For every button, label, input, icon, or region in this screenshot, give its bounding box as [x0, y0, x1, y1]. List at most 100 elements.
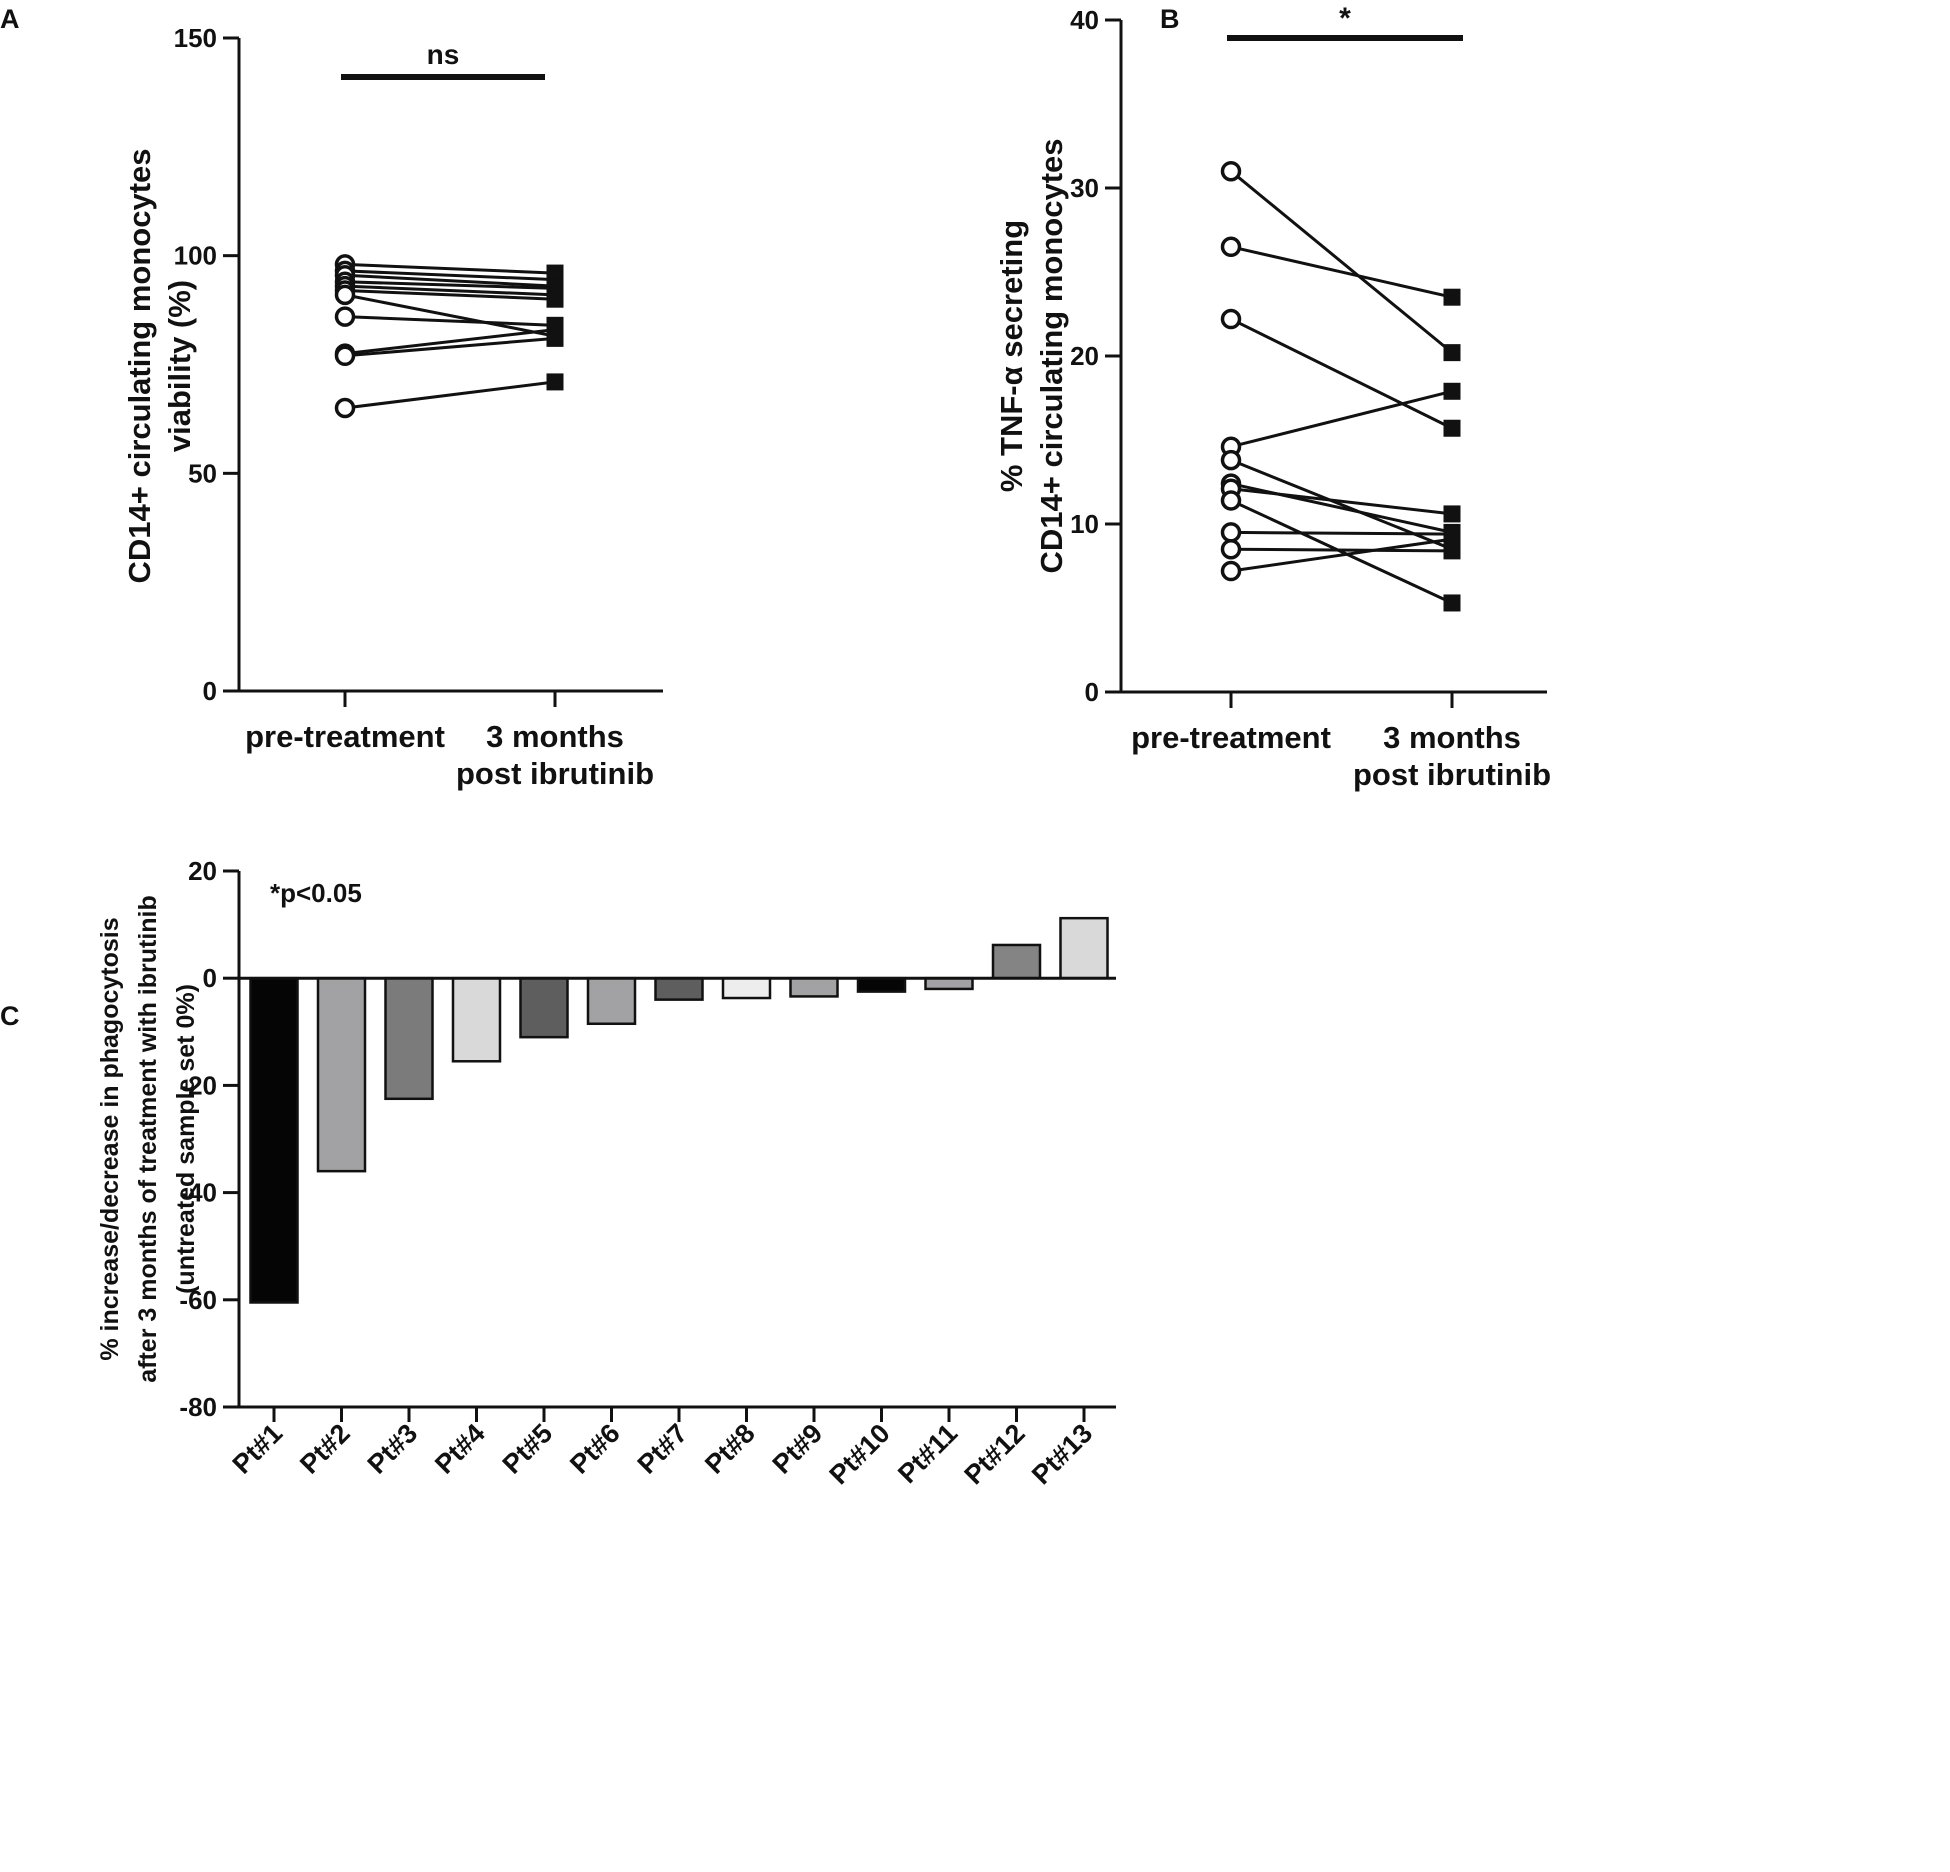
- panel-b-post-point: [1443, 419, 1461, 437]
- panel-c-x-tick-label: Pt#4: [429, 1418, 491, 1480]
- panel-b-chart: 0 10 20 30 40 pre-treatment 3 months post ibrut…: [994, 2, 1551, 792]
- panel-b-letter: B: [1160, 4, 1180, 34]
- panel-c-x-tick-label: Pt#7: [632, 1418, 694, 1480]
- panel-b-pair-line: [1230, 499, 1453, 605]
- panel-c-y-axis-label-line: after 3 months of treatment with ibrutin…: [134, 895, 162, 1383]
- panel-a-pre-point: [334, 306, 356, 327]
- panel-b-y-axis-label-line: CD14+ circulating monocytes: [1034, 139, 1069, 574]
- panel-a-y-axis-label-line: CD14+ circulating monocytes: [122, 149, 157, 584]
- panel-b-pre-point: [1220, 236, 1242, 258]
- panel-c-y-axis-label-line: % increase/decrease in phagocytosis: [96, 917, 124, 1360]
- panel-c-y-tick-label: -20: [179, 1070, 217, 1100]
- panel-a-letter: A: [0, 4, 20, 34]
- panel-c-bar: [789, 976, 839, 998]
- panel-c-x-tick-label: Pt#10: [824, 1418, 896, 1490]
- panel-c-x-tick-label: Pt#13: [1026, 1418, 1098, 1490]
- panel-a-pair-line: [344, 284, 556, 297]
- panel-b-y-axis-label-line: % TNF-α secreting: [994, 220, 1029, 492]
- panel-a-pair-line: [344, 293, 556, 338]
- panel-b-y-label-group: % TNF-α secreting CD14+ circulating monoc…: [994, 139, 1069, 574]
- panel-b-post-point: [1443, 594, 1461, 612]
- panel-c-y-axis-label: % increase/decrease in phagocytosis after…: [96, 895, 200, 1383]
- panel-b-pre-point: [1220, 308, 1242, 330]
- panel-a-pair-line: [344, 280, 556, 290]
- panel-a-x-tick-label-line: 3 months: [486, 719, 624, 754]
- panel-c-x-tick-label: Pt#3: [362, 1418, 424, 1480]
- panel-c-y-tick-label: 0: [203, 963, 217, 993]
- panel-c-y-tick-label: -60: [179, 1285, 217, 1315]
- panel-b-x-tick-label: pre-treatment: [1131, 720, 1331, 755]
- panel-a-pair-line: [344, 328, 556, 356]
- panel-c-bar: [519, 976, 569, 1039]
- panel-c-y-tick-label: 20: [188, 856, 217, 886]
- panel-b-post-point: [1443, 382, 1461, 400]
- panel-c-bar: [384, 976, 434, 1101]
- panel-c-bar: [451, 976, 502, 1063]
- panel-a-pair-line: [344, 315, 556, 327]
- panel-a-y-tick-label: 100: [174, 241, 217, 271]
- panel-a-y-axis-label: CD14+ circulating monocytes viability (%): [122, 149, 197, 584]
- panel-b-pre-point: [1220, 490, 1242, 511]
- panel-b-y-tick-label: 0: [1085, 677, 1099, 707]
- panel-b-pair-line: [1230, 170, 1453, 354]
- panel-b-x-tick-label-line: 3 months: [1383, 720, 1521, 755]
- panel-c-x-tick-label: Pt#11: [892, 1418, 963, 1489]
- panel-c-x-tick-label: Pt#6: [564, 1418, 626, 1480]
- panel-b-pre-point: [1220, 160, 1242, 182]
- panel-a-post-point: [546, 290, 564, 308]
- panel-c-bar: [1059, 916, 1109, 980]
- panel-c-letter: C: [0, 1001, 20, 1031]
- panel-a-pre-point: [334, 284, 356, 306]
- panel-b-pair-line: [1230, 530, 1453, 536]
- panel-b-y-tick-label: 20: [1070, 341, 1099, 371]
- panel-b-significance-label: *: [1339, 2, 1351, 35]
- panel-a-pair-line: [344, 273, 556, 288]
- panel-a-pair-line: [344, 380, 556, 410]
- panel-c-bar: [991, 943, 1042, 980]
- panel-b-y-tick-label: 10: [1070, 509, 1099, 539]
- panel-c-bar: [654, 976, 704, 1001]
- panel-a-y-axis-label-line: viability (%): [162, 280, 197, 452]
- panel-c-x-tick-label: Pt#8: [699, 1418, 761, 1480]
- panel-b-pre-point: [1220, 522, 1242, 543]
- panel-b-pre-point: [1220, 560, 1242, 582]
- panel-a-y-label-group: CD14+ circulating monocytes viability (%): [122, 149, 197, 584]
- panel-b-post-point: [1443, 530, 1461, 548]
- panel-b-pair-line: [1230, 245, 1453, 299]
- panel-a-x-tick-label-line: post ibrutinib: [456, 756, 654, 791]
- panel-c-y-label-group: % increase/decrease in phagocytosis after…: [96, 895, 200, 1383]
- panel-b-pair-line: [1230, 487, 1453, 516]
- panel-a-significance-label: ns: [427, 39, 460, 70]
- panel-b-pair-line: [1230, 547, 1453, 553]
- panel-b-pre-point: [1220, 449, 1242, 471]
- panel-a-pair-line: [344, 288, 556, 301]
- panel-a-post-point: [546, 329, 564, 347]
- panel-a-pre-point: [334, 345, 356, 367]
- panel-b-y-tick-label: 40: [1070, 5, 1099, 35]
- panel-c-bar: [586, 976, 637, 1026]
- panel-b-y-tick-label: 30: [1070, 173, 1099, 203]
- panel-c-bar: [924, 976, 974, 991]
- panel-a-y-tick-label: 50: [188, 458, 217, 488]
- panel-a-x-tick-label: 3 months post ibrutinib: [456, 719, 654, 791]
- panel-b-x-tick-label: 3 months post ibrutinib: [1353, 720, 1551, 792]
- panel-a-post-point: [546, 373, 564, 391]
- panel-b-x-tick-label-line: pre-treatment: [1131, 720, 1331, 755]
- panel-b-pair-line: [1230, 389, 1453, 449]
- panel-b-pair-line: [1230, 537, 1453, 573]
- panel-b-pair-line: [1230, 482, 1453, 534]
- panel-c-x-tick-label: Pt#9: [767, 1418, 829, 1480]
- panel-a-x-tick-label: pre-treatment: [245, 719, 445, 754]
- panel-a-pair-line: [344, 269, 556, 282]
- panel-c-bar: [721, 976, 772, 1000]
- panel-b-pair-line: [1230, 317, 1453, 430]
- panel-a-chart: 0 50 100 150 pre-treatment 3 months post ibrut…: [122, 23, 663, 791]
- panel-c-x-tick-label: Pt#1: [227, 1418, 289, 1480]
- panel-c-x-tick-label: Pt#5: [497, 1418, 559, 1480]
- panel-b-x-tick-label-line: post ibrutinib: [1353, 757, 1551, 792]
- panel-b-pre-point: [1220, 538, 1242, 560]
- panel-b-post-point: [1443, 344, 1461, 362]
- panel-b-pair-line: [1230, 458, 1453, 551]
